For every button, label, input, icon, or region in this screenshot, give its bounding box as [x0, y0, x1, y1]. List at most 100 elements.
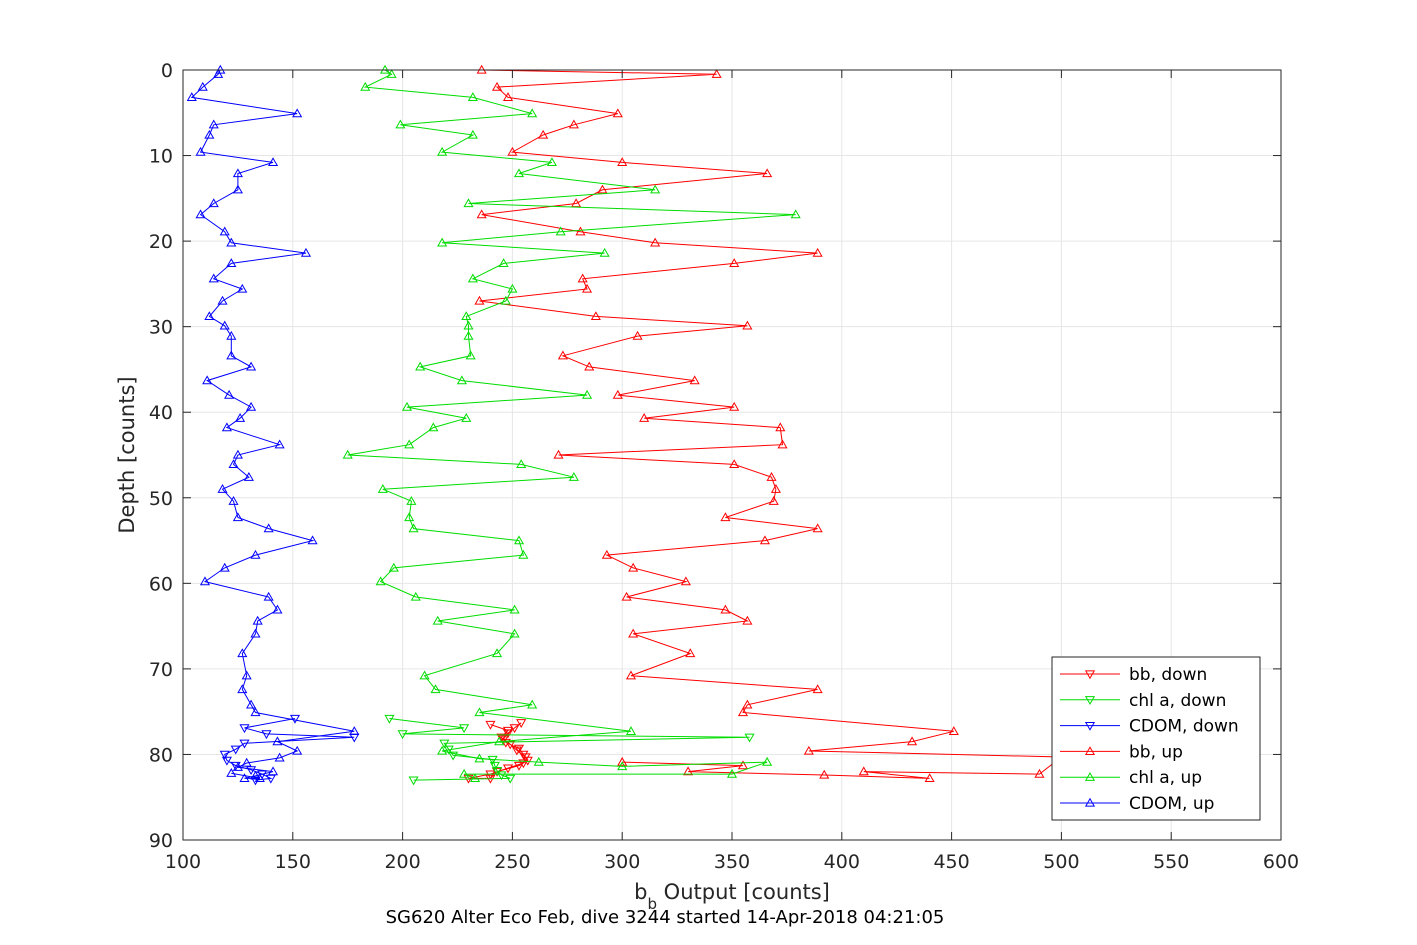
data-point-cdom-down [265, 774, 276, 784]
data-point-cdom-up [224, 389, 235, 399]
data-point-cdom-down [230, 761, 241, 771]
legend-marker [1084, 696, 1096, 706]
legend-marker [1084, 771, 1096, 781]
data-point-chl-a-up [432, 615, 443, 625]
data-point-chl-a-up [599, 247, 610, 257]
data-point-bb-up [819, 769, 830, 779]
data-point-cdom-up [232, 184, 243, 194]
y-tick-label: 30 [149, 317, 173, 339]
data-point-bb-up [502, 92, 514, 102]
data-point-chl-a-up [375, 576, 386, 586]
data-point-bb-up [577, 273, 588, 283]
data-point-chl-a-up [404, 439, 415, 449]
data-point-chl-a-up [395, 119, 406, 129]
data-point-bb-up [803, 745, 814, 755]
data-point-cdom-up [226, 237, 237, 247]
legend-marker [1084, 797, 1096, 807]
data-point-cdom-up [217, 484, 228, 493]
data-point-chl-a-down [496, 771, 507, 781]
data-point-bb-up [628, 562, 639, 572]
legend-item: bb, down [1060, 665, 1207, 685]
data-point-cdom-up [199, 576, 211, 586]
data-point-chl-a-down [384, 714, 395, 724]
data-point-bb-up [601, 549, 612, 559]
data-point-chl-a-up [342, 449, 353, 459]
data-point-chl-a-down [408, 776, 419, 786]
data-point-bb-up [775, 422, 786, 432]
data-point-chl-a-up [437, 745, 448, 755]
data-point-cdom-up [221, 422, 232, 432]
data-point-bb-up [737, 707, 749, 717]
data-point-cdom-up [204, 129, 215, 139]
data-point-bb-down [502, 764, 514, 774]
data-point-bb-up [680, 576, 691, 586]
data-point-chl-a-up [625, 726, 637, 735]
data-point-cdom-up [202, 375, 213, 385]
y-tick-label: 0 [161, 60, 173, 82]
x-tick-label: 150 [275, 851, 311, 873]
data-point-cdom-down [219, 750, 230, 760]
data-point-cdom-up [237, 684, 248, 694]
x-axis-label-rest: Output [counts] [657, 880, 830, 904]
data-point-bb-down [520, 753, 531, 763]
data-point-bb-up [617, 756, 628, 766]
data-point-bb-up [617, 157, 628, 167]
svg-text:bb Output [counts]: bb Output [counts] [634, 880, 830, 913]
data-point-bb-down [511, 746, 522, 756]
data-point-bb-up [812, 247, 823, 257]
data-point-chl-a-up [509, 628, 520, 638]
data-point-cdom-up [195, 209, 206, 219]
data-point-bb-up [858, 766, 869, 776]
data-point-cdom-up [250, 707, 261, 717]
data-point-cdom-up [208, 273, 219, 283]
data-point-chl-a-up [546, 157, 557, 167]
data-point-bb-up [568, 119, 579, 129]
data-point-bb-up [766, 472, 777, 481]
data-point-bb-up [812, 684, 823, 694]
data-point-chl-a-up [463, 320, 474, 330]
data-point-chl-a-up [360, 81, 371, 91]
data-point-chl-a-up [513, 168, 525, 178]
data-point-cdom-up [241, 757, 252, 767]
legend-item: CDOM, down [1060, 717, 1239, 737]
data-point-bb-up [685, 648, 696, 658]
data-point-chl-a-up [513, 535, 525, 545]
data-point-cdom-up [254, 773, 265, 783]
data-point-chl-a-up [461, 311, 472, 321]
data-point-chl-a-up [430, 684, 441, 694]
data-point-bb-up [621, 591, 632, 601]
y-tick-label: 40 [149, 402, 173, 424]
data-point-chl-a-up [494, 736, 505, 746]
series-chl-a-down [384, 714, 755, 786]
data-point-cdom-up [235, 413, 246, 422]
series-line-chl-a-up [347, 69, 796, 779]
data-point-chl-a-up [470, 773, 481, 783]
data-point-cdom-up [226, 768, 237, 777]
data-point-chl-a-up [456, 375, 467, 385]
data-point-bb-up [924, 773, 935, 783]
data-point-bb-down [513, 761, 525, 771]
data-point-bb-up [476, 64, 487, 74]
legend-label: bb, up [1129, 742, 1183, 762]
data-point-chl-a-up [762, 756, 773, 766]
chart-caption: SG620 Alter Eco Feb, dive 3244 started 1… [386, 907, 945, 928]
legend-marker [1084, 670, 1096, 680]
data-point-cdom-up [228, 459, 239, 469]
data-point-bb-up [720, 604, 731, 614]
data-point-chl-a-up [527, 699, 538, 709]
data-point-cdom-up [250, 549, 261, 559]
data-point-chl-a-up [428, 422, 439, 432]
data-point-chl-a-up [650, 184, 661, 194]
data-point-chl-a-up [500, 295, 511, 305]
data-point-bb-up [729, 258, 740, 268]
data-point-bb-up [612, 389, 623, 399]
data-point-chl-a-up [419, 670, 430, 680]
data-point-chl-a-up [467, 273, 478, 283]
data-point-chl-a-up [474, 753, 485, 763]
legend-label: chl a, down [1129, 691, 1226, 711]
data-point-bb-up [742, 699, 753, 709]
data-point-bb-up [571, 198, 582, 208]
data-point-bb-up [689, 375, 700, 385]
data-point-chl-a-up [498, 258, 509, 268]
data-point-cdom-up [272, 736, 283, 746]
